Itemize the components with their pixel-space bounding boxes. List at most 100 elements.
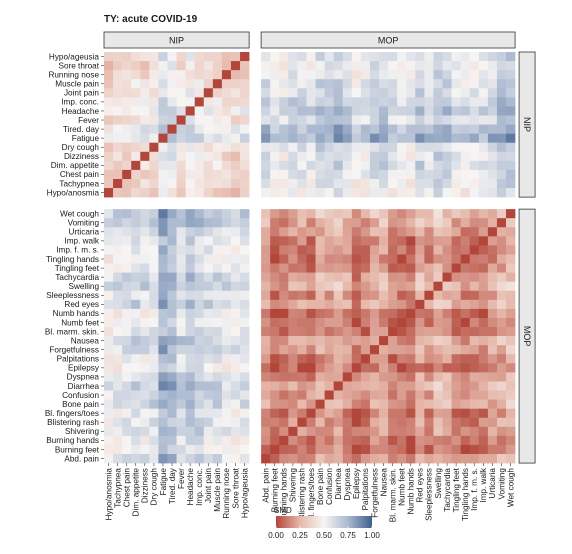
heatmap-cell: [158, 435, 168, 446]
heatmap-cell: [297, 381, 307, 391]
heatmap-cell: [469, 169, 480, 180]
heatmap-cell: [306, 381, 316, 391]
heatmap-cell: [424, 142, 434, 153]
heatmap-cell: [487, 390, 498, 400]
heatmap-cell: [158, 363, 168, 373]
heatmap-cell: [351, 444, 362, 455]
heatmap-cell: [288, 263, 298, 273]
heatmap-cell: [415, 336, 425, 346]
column-label: Dry cough: [150, 468, 159, 506]
heatmap-cell: [167, 327, 177, 337]
heatmap-cell: [221, 133, 232, 143]
heatmap-cell: [261, 61, 271, 71]
heatmap-cell: [379, 142, 389, 153]
heatmap-cell: [369, 160, 380, 171]
heatmap-cell: [442, 372, 452, 382]
heatmap-cell: [297, 372, 307, 382]
heatmap-cell: [315, 236, 325, 246]
heatmap-cell: [240, 178, 250, 189]
heatmap-cell: [270, 354, 280, 364]
heatmap-cell: [478, 272, 489, 282]
heatmap-cell: [342, 209, 353, 219]
heatmap-cell: [469, 426, 480, 437]
heatmap-cell: [212, 70, 223, 80]
heatmap-cell: [230, 272, 241, 282]
heatmap-cell: [333, 151, 344, 162]
heatmap-cell: [506, 417, 516, 428]
heatmap-cell: [140, 435, 150, 446]
heatmap-cell: [487, 399, 498, 409]
heatmap-cell: [469, 106, 480, 116]
heatmap-cell: [324, 88, 334, 98]
heatmap-cell: [261, 245, 271, 255]
heatmap-cell: [315, 444, 325, 455]
heatmap-cell: [176, 142, 186, 153]
heatmap-cell: [342, 444, 353, 455]
heatmap-cell: [406, 254, 416, 264]
heatmap-cell: [369, 227, 380, 237]
column-label: Chest pain: [122, 468, 131, 508]
heatmap-cell: [240, 124, 250, 134]
heatmap-cell: [342, 52, 353, 62]
heatmap-cell: [451, 435, 461, 446]
heatmap-cell: [406, 263, 416, 273]
heatmap-cell: [279, 381, 289, 391]
heatmap-cell: [122, 327, 132, 337]
heatmap-cell: [288, 299, 298, 310]
heatmap-cell: [149, 327, 159, 337]
heatmap-cell: [360, 236, 371, 246]
heatmap-cell: [203, 299, 214, 310]
heatmap-cell: [240, 188, 250, 198]
heatmap-cell: [185, 70, 195, 80]
heatmap-cell: [333, 61, 344, 71]
heatmap-cell: [158, 317, 168, 328]
heatmap-cell: [451, 327, 461, 337]
heatmap-cell: [388, 52, 398, 62]
heatmap-cell: [351, 327, 362, 337]
heatmap-cell: [240, 372, 250, 382]
heatmap-cell: [167, 151, 177, 162]
heatmap-cell: [270, 151, 280, 162]
heatmap-cell: [469, 336, 480, 346]
heatmap-cell: [221, 363, 232, 373]
heatmap-cell: [406, 160, 416, 171]
heatmap-cell: [424, 188, 434, 198]
heatmap-cell: [478, 209, 489, 219]
heatmap-cell: [113, 106, 123, 116]
heatmap-cell: [203, 390, 214, 400]
heatmap-cell: [415, 263, 425, 273]
heatmap-cell: [113, 263, 123, 273]
heatmap-cell: [194, 61, 205, 71]
heatmap-cell: [261, 151, 271, 162]
heatmap-cell: [324, 281, 334, 292]
heatmap-cell: [240, 115, 250, 125]
heatmap-cell: [379, 435, 389, 446]
heatmap-cell: [194, 88, 205, 98]
heatmap-cell: [469, 209, 480, 219]
column-label: Tingling hands: [461, 468, 470, 521]
heatmap-cell: [379, 70, 389, 80]
heatmap-cell: [324, 299, 334, 310]
column-label: Blistering rash: [298, 468, 307, 520]
heatmap-cell: [270, 61, 280, 71]
heatmap-cell: [369, 70, 380, 80]
heatmap-cell: [406, 317, 416, 328]
heatmap-cell: [104, 299, 114, 310]
heatmap-cell: [288, 435, 298, 446]
heatmap-cell: [176, 227, 186, 237]
heatmap-cell: [185, 417, 195, 428]
heatmap-cell: [360, 408, 371, 419]
heatmap-cell: [442, 345, 452, 355]
heatmap-cell: [288, 227, 298, 237]
heatmap-cell: [324, 227, 334, 237]
heatmap-cell: [176, 263, 186, 273]
heatmap-cell: [424, 178, 434, 189]
heatmap-cell: [270, 381, 280, 391]
heatmap-cell: [167, 52, 177, 62]
heatmap-cell: [261, 281, 271, 292]
heatmap-cell: [388, 363, 398, 373]
heatmap-cell: [315, 106, 325, 116]
heatmap-cell: [415, 227, 425, 237]
heatmap-cell: [212, 354, 223, 364]
heatmap-cell: [158, 444, 168, 455]
